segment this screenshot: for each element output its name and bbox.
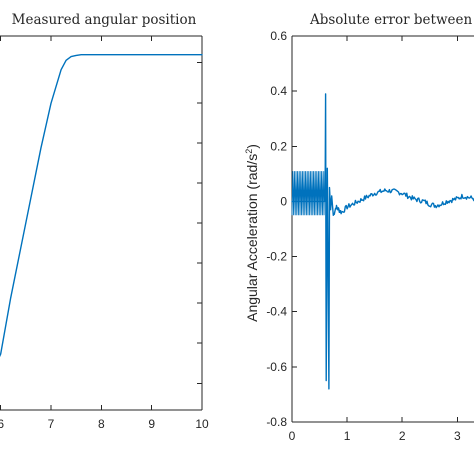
left-x-tick-label: 7: [48, 417, 55, 431]
right-y-tick-label: -0.8: [266, 415, 287, 429]
right-series-line: [291, 93, 474, 390]
right-x-tick-label: 3: [454, 429, 461, 443]
right-y-tick-label: 0.4: [270, 84, 287, 98]
right-y-tick-label: -0.2: [266, 250, 287, 264]
right-y-tick-label: 0: [280, 194, 287, 208]
right-y-ticks: -0.8 -0.6 -0.4 -0.2 0 0.2 0.4 0.6: [266, 29, 297, 429]
right-noise-band: [291, 171, 326, 216]
right-subplot: Absolute error between Si -0.8-0.6-0.4-0…: [244, 12, 474, 443]
right-y-tick-label: -0.6: [266, 360, 287, 374]
left-x-tick-label: 8: [98, 417, 105, 431]
left-x-tick-label: 10: [195, 417, 209, 431]
left-x-tick-label: 9: [148, 417, 155, 431]
right-chart-title: Absolute error between Si: [309, 12, 474, 28]
left-subplot: Measured angular position 6 7 8 9 10: [0, 12, 209, 431]
right-axes: [291, 35, 474, 423]
right-x-tick-label: 1: [344, 429, 351, 443]
left-y-ticks: [197, 62, 202, 384]
right-y-axis-label: Angular Acceleration (rad/s2): [244, 144, 260, 322]
left-series-line: [0, 54, 203, 358]
right-y-tick-label: -0.4: [266, 305, 287, 319]
left-chart-title: Measured angular position: [12, 12, 197, 28]
right-x-ticks: 0 1 2 3: [289, 36, 461, 443]
right-y-tick-label: 0.2: [270, 139, 287, 153]
left-x-tick-label: 6: [0, 417, 4, 431]
left-x-ticks: 6 7 8 9 10: [0, 36, 209, 431]
right-x-tick-label: 2: [399, 429, 406, 443]
right-x-tick-label: 0: [289, 429, 296, 443]
right-y-tick-label: 0.6: [270, 29, 287, 43]
left-axes: [0, 35, 203, 411]
